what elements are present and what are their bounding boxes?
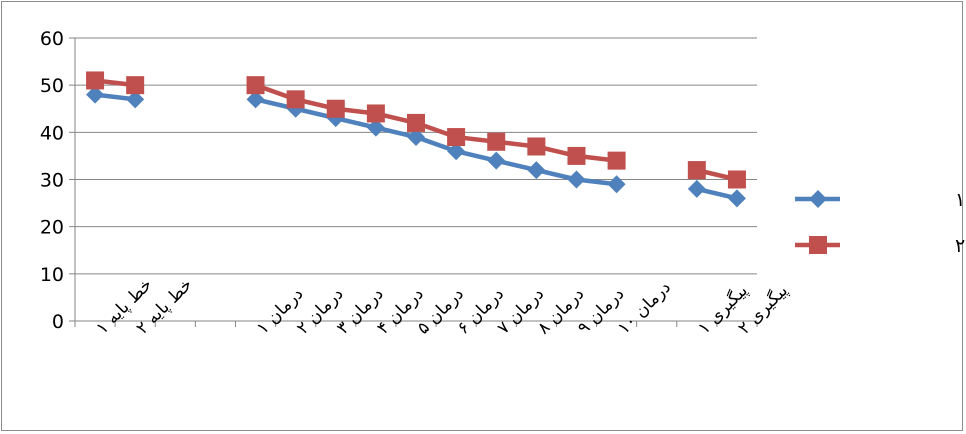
y-tick-label: 0 <box>52 311 64 333</box>
series-line <box>254 83 617 163</box>
data-point <box>126 76 145 95</box>
data-point <box>567 146 586 165</box>
data-point <box>487 132 506 151</box>
data-point <box>527 137 546 156</box>
data-point <box>727 189 746 208</box>
data-point <box>607 151 626 170</box>
data-point <box>527 161 546 180</box>
data-point <box>86 71 105 90</box>
series-1 <box>86 85 746 208</box>
legend-entry: آزمودنی ۱ <box>795 187 966 211</box>
y-tick-label: 20 <box>40 217 64 239</box>
legend-label: آزمودنی ۱ <box>955 187 966 211</box>
y-tick-labels: 0 10 20 30 40 50 60 <box>40 28 64 333</box>
y-tick-label: 30 <box>40 170 64 192</box>
y-tick-label: 40 <box>40 122 64 144</box>
grid-lines <box>75 37 757 275</box>
data-point <box>687 161 706 180</box>
data-point <box>407 113 425 132</box>
y-tick-label: 10 <box>40 264 64 286</box>
data-point <box>366 118 385 137</box>
data-point <box>86 85 105 104</box>
legend-entry: ازمودنی ۲ <box>795 235 966 257</box>
y-tick-label: 50 <box>40 75 64 97</box>
data-point <box>727 170 746 189</box>
data-point <box>687 179 706 198</box>
series-2 <box>86 71 746 189</box>
legend-marker <box>809 236 827 254</box>
legend: آزمودنی ۱ ازمودنی ۲ <box>795 187 966 257</box>
data-point <box>246 76 265 95</box>
data-point <box>407 128 425 147</box>
data-point <box>607 175 626 194</box>
data-point <box>286 90 305 109</box>
data-point <box>567 170 586 189</box>
data-point <box>366 104 385 123</box>
data-point <box>447 128 466 147</box>
data-point <box>246 90 265 109</box>
data-point <box>447 142 466 161</box>
axes <box>69 37 758 327</box>
legend-marker <box>809 190 827 208</box>
x-tick-label: درمان ۱۰ <box>614 278 675 339</box>
series-line <box>255 97 617 187</box>
data-point <box>487 151 506 170</box>
data-point <box>126 90 145 109</box>
y-tick-label: 60 <box>40 28 64 50</box>
legend-label: ازمودنی ۲ <box>955 235 966 257</box>
data-point <box>326 99 345 118</box>
series-layer <box>86 71 746 208</box>
